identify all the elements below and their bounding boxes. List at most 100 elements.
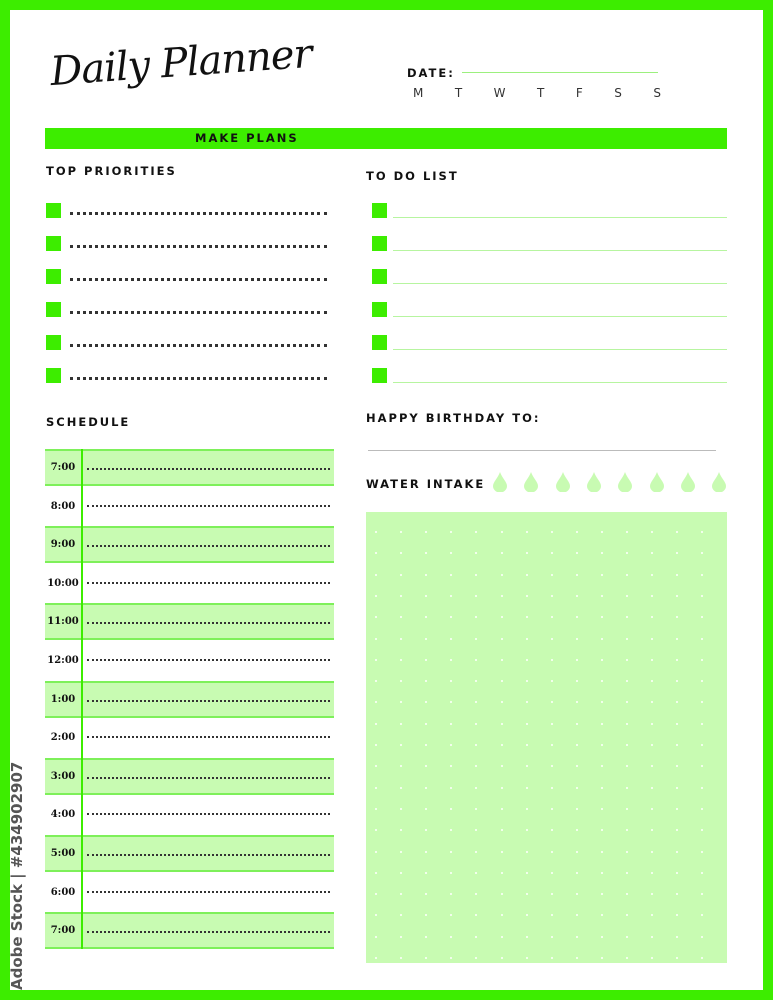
- grid-dot: [676, 531, 679, 533]
- date-field[interactable]: [462, 72, 658, 73]
- todo-checkbox[interactable]: [372, 302, 387, 317]
- schedule-row[interactable]: 9:00: [45, 526, 334, 564]
- water-drop-icon[interactable]: [649, 472, 664, 493]
- priority-line[interactable]: [70, 278, 327, 281]
- grid-dot: [425, 829, 428, 832]
- grid-dot: [375, 850, 377, 853]
- todo-line[interactable]: [393, 382, 727, 383]
- schedule-row[interactable]: 5:00: [45, 835, 334, 872]
- schedule-line[interactable]: [87, 776, 330, 779]
- schedule-row[interactable]: 6:00: [45, 871, 334, 913]
- water-drop-icon[interactable]: [493, 472, 507, 493]
- water-drop-icon[interactable]: [712, 472, 727, 493]
- todo-checkbox[interactable]: [372, 203, 387, 218]
- grid-dot: [475, 914, 478, 917]
- todo-line[interactable]: [393, 217, 727, 218]
- grid-dot: [626, 680, 628, 683]
- schedule-line[interactable]: [87, 545, 330, 548]
- todo-line[interactable]: [393, 250, 727, 251]
- birthday-field[interactable]: [368, 450, 716, 451]
- priority-checkbox[interactable]: [46, 269, 61, 284]
- priority-checkbox[interactable]: [46, 335, 61, 350]
- weekday-3[interactable]: T: [537, 86, 545, 100]
- schedule-line[interactable]: [87, 581, 330, 584]
- schedule-line[interactable]: [87, 854, 330, 856]
- weekday-4[interactable]: F: [575, 86, 583, 100]
- todo-checkbox[interactable]: [372, 335, 387, 350]
- grid-dot: [400, 616, 403, 619]
- grid-dot: [400, 765, 403, 768]
- water-drop-icon[interactable]: [618, 472, 633, 493]
- grid-dot: [701, 957, 704, 959]
- schedule-row[interactable]: 8:00: [45, 485, 334, 527]
- priority-line[interactable]: [70, 245, 327, 248]
- schedule-line[interactable]: [87, 813, 330, 816]
- grid-dot: [676, 594, 679, 597]
- grid-dot: [676, 935, 679, 938]
- grid-dot: [450, 871, 453, 874]
- schedule-line[interactable]: [87, 659, 330, 661]
- schedule-row[interactable]: 1:00: [45, 680, 334, 718]
- grid-dot: [676, 722, 679, 725]
- grid-dot: [600, 594, 603, 597]
- todo-line[interactable]: [393, 316, 727, 317]
- weekday-0[interactable]: M: [413, 86, 424, 100]
- schedule-row[interactable]: 12:00: [45, 640, 334, 681]
- grid-dot: [626, 594, 628, 597]
- todo-line[interactable]: [393, 349, 727, 350]
- grid-dot: [450, 658, 453, 661]
- schedule-line[interactable]: [87, 931, 330, 934]
- grid-dot: [626, 957, 628, 959]
- weekday-5[interactable]: S: [614, 86, 622, 100]
- priority-line[interactable]: [70, 377, 327, 380]
- schedule-row[interactable]: 3:00: [45, 757, 334, 795]
- grid-dot: [450, 744, 453, 746]
- schedule-row[interactable]: 2:00: [45, 717, 334, 759]
- schedule-row[interactable]: 7:00: [45, 449, 334, 486]
- priority-checkbox[interactable]: [46, 368, 61, 383]
- todo-checkbox[interactable]: [372, 236, 387, 251]
- grid-dot: [425, 893, 428, 896]
- water-drop-icon[interactable]: [680, 472, 695, 493]
- priority-checkbox[interactable]: [46, 203, 61, 218]
- grid-dot: [701, 744, 704, 746]
- schedule-line[interactable]: [87, 504, 330, 507]
- schedule-row[interactable]: 11:00: [45, 603, 334, 641]
- schedule-line[interactable]: [87, 699, 330, 702]
- water-drop-icon[interactable]: [524, 472, 539, 493]
- grid-dot: [500, 871, 503, 874]
- grid-dot: [425, 871, 428, 874]
- todo-line[interactable]: [393, 283, 727, 284]
- schedule-line[interactable]: [87, 736, 330, 739]
- todo-checkbox[interactable]: [372, 269, 387, 284]
- priority-checkbox[interactable]: [46, 302, 61, 317]
- notes-dot-grid[interactable]: [366, 512, 727, 963]
- grid-dot: [425, 786, 428, 789]
- grid-dot: [575, 935, 578, 938]
- grid-dot: [525, 680, 528, 683]
- weekday-2[interactable]: W: [493, 86, 506, 100]
- grid-dot: [701, 914, 704, 917]
- schedule-line[interactable]: [87, 622, 330, 625]
- schedule-row[interactable]: 7:00: [45, 912, 334, 950]
- weekday-6[interactable]: S: [653, 86, 661, 100]
- grid-dot: [450, 957, 453, 959]
- schedule-line[interactable]: [87, 890, 330, 893]
- schedule-row[interactable]: 4:00: [45, 794, 334, 836]
- grid-dot: [651, 786, 654, 789]
- grid-dot: [651, 658, 654, 661]
- grid-dot: [651, 893, 654, 896]
- schedule-line[interactable]: [87, 468, 330, 470]
- schedule-row[interactable]: 10:00: [45, 562, 334, 604]
- water-drop-icon[interactable]: [586, 472, 601, 493]
- grid-dot: [575, 573, 578, 576]
- priority-line[interactable]: [70, 311, 327, 314]
- grid-dot: [400, 701, 403, 704]
- todo-checkbox[interactable]: [372, 368, 387, 383]
- priority-checkbox[interactable]: [46, 236, 61, 251]
- weekday-1[interactable]: T: [454, 86, 463, 100]
- priority-line[interactable]: [70, 344, 327, 347]
- grid-dot: [375, 957, 377, 959]
- priority-line[interactable]: [70, 212, 327, 215]
- water-drop-icon[interactable]: [555, 472, 570, 493]
